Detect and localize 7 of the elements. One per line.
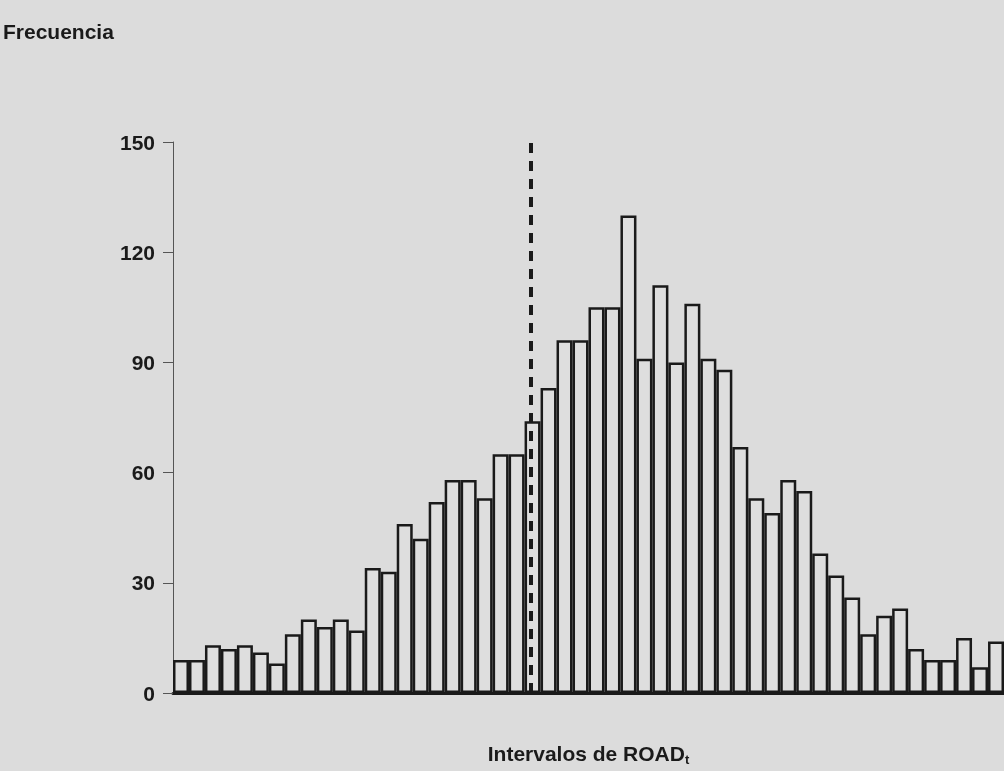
y-tick-label: 120 xyxy=(119,240,155,264)
y-tick-label: 150 xyxy=(119,130,155,154)
y-tick-label: 0 xyxy=(143,681,155,705)
y-tick-label: 90 xyxy=(131,350,155,374)
y-tick-label: 30 xyxy=(131,571,155,595)
y-tick-label: 60 xyxy=(131,461,155,485)
y-axis-title: Frecuencia xyxy=(3,20,115,43)
